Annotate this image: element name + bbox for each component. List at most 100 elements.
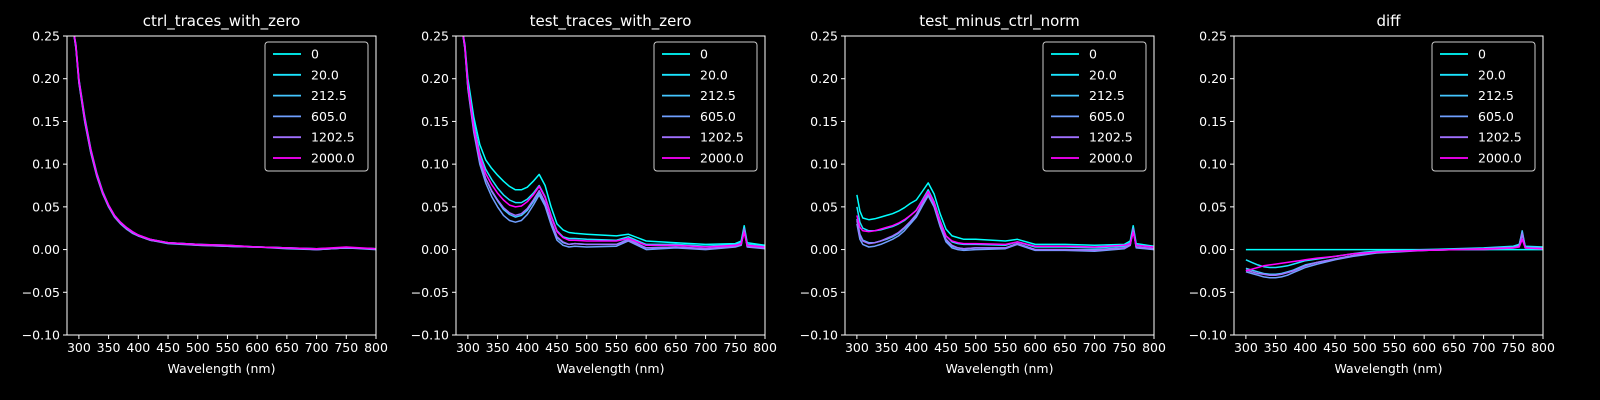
x-tick-label: 600 (1023, 340, 1047, 355)
axes-frame (455, 35, 766, 336)
y-tick-label: −0.05 (22, 285, 60, 300)
y-tick-label: 0.15 (32, 114, 60, 129)
chart-title: diff (1376, 12, 1401, 30)
subplot-3: test_minus_ctrl_norm 300 350 400 450 500 550 60… (800, 12, 1166, 376)
x-tick-label: 650 (664, 340, 688, 355)
legend: 0 20.0 212.5 605.0 1202.5 2000.0 (653, 41, 758, 172)
y-tick-label: 0.15 (810, 114, 838, 129)
x-tick-label: 400 (904, 340, 928, 355)
x-tick-label: 500 (964, 340, 988, 355)
series-line-1 (856, 189, 1154, 249)
legend-label: 0 (1089, 47, 1097, 62)
axes-frame (1233, 35, 1544, 336)
legend-label: 0 (311, 47, 319, 62)
x-tick-label: 750 (334, 340, 358, 355)
y-tick-label: 0.25 (421, 29, 449, 44)
series-line-3 (462, 36, 765, 251)
y-tick-label: 0.20 (32, 71, 60, 86)
y-tick-label: 0.05 (1199, 199, 1227, 214)
legend-label: 605.0 (311, 109, 347, 124)
x-tick-label: 550 (216, 340, 240, 355)
x-tick-label: 800 (753, 340, 777, 355)
legend: 0 20.0 212.5 605.0 1202.5 2000.0 (264, 41, 369, 172)
y-tick-label: 0.00 (810, 242, 838, 257)
y-tick-label: −0.10 (22, 328, 60, 343)
legend-label: 2000.0 (311, 151, 355, 166)
legend: 0 20.0 212.5 605.0 1202.5 2000.0 (1042, 41, 1147, 172)
legend-label: 1202.5 (311, 130, 355, 145)
x-tick-label: 450 (1323, 340, 1347, 355)
legend-label: 0 (1478, 47, 1486, 62)
x-tick-label: 700 (1472, 340, 1496, 355)
legend: 0 20.0 212.5 605.0 1202.5 2000.0 (1431, 41, 1536, 172)
x-tick-label: 650 (1442, 340, 1466, 355)
y-tick-label: 0.20 (1199, 71, 1227, 86)
legend-label: 1202.5 (1089, 130, 1133, 145)
series-line-4 (1245, 233, 1543, 276)
y-tick-label: 0.05 (32, 199, 60, 214)
series-line-3 (856, 195, 1154, 253)
y-tick-label: −0.05 (411, 285, 449, 300)
y-tick-label: −0.05 (800, 285, 838, 300)
legend-label: 2000.0 (1478, 151, 1522, 166)
subplot-1: ctrl_traces_with_zero 300 350 400 450 500 550 6… (22, 12, 388, 376)
x-tick-label: 800 (1531, 340, 1555, 355)
legend-label: 1202.5 (1478, 130, 1522, 145)
y-tick-label: 0.05 (421, 199, 449, 214)
legend-label: 2000.0 (1089, 151, 1133, 166)
legend-label: 212.5 (700, 88, 736, 103)
series-line-4 (856, 192, 1154, 252)
legend-label: 20.0 (311, 67, 339, 82)
x-tick-label: 550 (605, 340, 629, 355)
y-tick-label: 0.10 (421, 157, 449, 172)
y-tick-label: −0.10 (800, 328, 838, 343)
x-tick-label: 550 (1383, 340, 1407, 355)
y-tick-label: 0.00 (421, 242, 449, 257)
legend-label: 212.5 (1478, 88, 1514, 103)
x-tick-label: 600 (634, 340, 658, 355)
axes-frame (66, 35, 377, 336)
x-tick-label: 500 (1353, 340, 1377, 355)
legend-label: 605.0 (700, 109, 736, 124)
y-tick-label: 0.10 (810, 157, 838, 172)
x-axis-label: Wavelength (nm) (946, 361, 1054, 376)
legend-label: 212.5 (1089, 88, 1125, 103)
x-tick-label: 700 (694, 340, 718, 355)
subplot-4: diff 300 350 400 450 500 550 600 650 700 750 800 −0.… (1189, 12, 1555, 376)
legend-label: 605.0 (1089, 109, 1125, 124)
x-tick-label: 400 (126, 340, 150, 355)
x-tick-label: 500 (186, 340, 210, 355)
series-line-0 (856, 182, 1154, 247)
x-tick-label: 600 (245, 340, 269, 355)
series-line-5 (73, 36, 376, 250)
legend-label: 20.0 (1089, 67, 1117, 82)
x-tick-label: 750 (1501, 340, 1525, 355)
chart-title: ctrl_traces_with_zero (143, 12, 300, 31)
x-tick-label: 350 (97, 340, 121, 355)
x-tick-label: 450 (934, 340, 958, 355)
y-tick-label: 0.15 (421, 114, 449, 129)
legend-label: 212.5 (311, 88, 347, 103)
series-line-0 (462, 36, 765, 247)
y-tick-label: 0.25 (810, 29, 838, 44)
series-line-4 (462, 36, 765, 250)
x-axis-label: Wavelength (nm) (1335, 361, 1443, 376)
x-tick-label: 300 (1234, 340, 1258, 355)
y-tick-label: −0.10 (411, 328, 449, 343)
legend-label: 605.0 (1478, 109, 1514, 124)
y-tick-label: 0.25 (1199, 29, 1227, 44)
x-tick-label: 650 (1053, 340, 1077, 355)
y-tick-label: 0.10 (1199, 157, 1227, 172)
x-tick-label: 350 (1264, 340, 1288, 355)
x-tick-label: 500 (575, 340, 599, 355)
y-tick-label: 0.10 (32, 157, 60, 172)
y-tick-label: 0.25 (32, 29, 60, 44)
y-tick-label: 0.20 (421, 71, 449, 86)
x-tick-label: 800 (364, 340, 388, 355)
x-tick-label: 450 (156, 340, 180, 355)
axes-frame (844, 35, 1155, 336)
x-tick-label: 300 (67, 340, 91, 355)
x-axis-label: Wavelength (nm) (557, 361, 665, 376)
series-line-5 (462, 36, 765, 248)
